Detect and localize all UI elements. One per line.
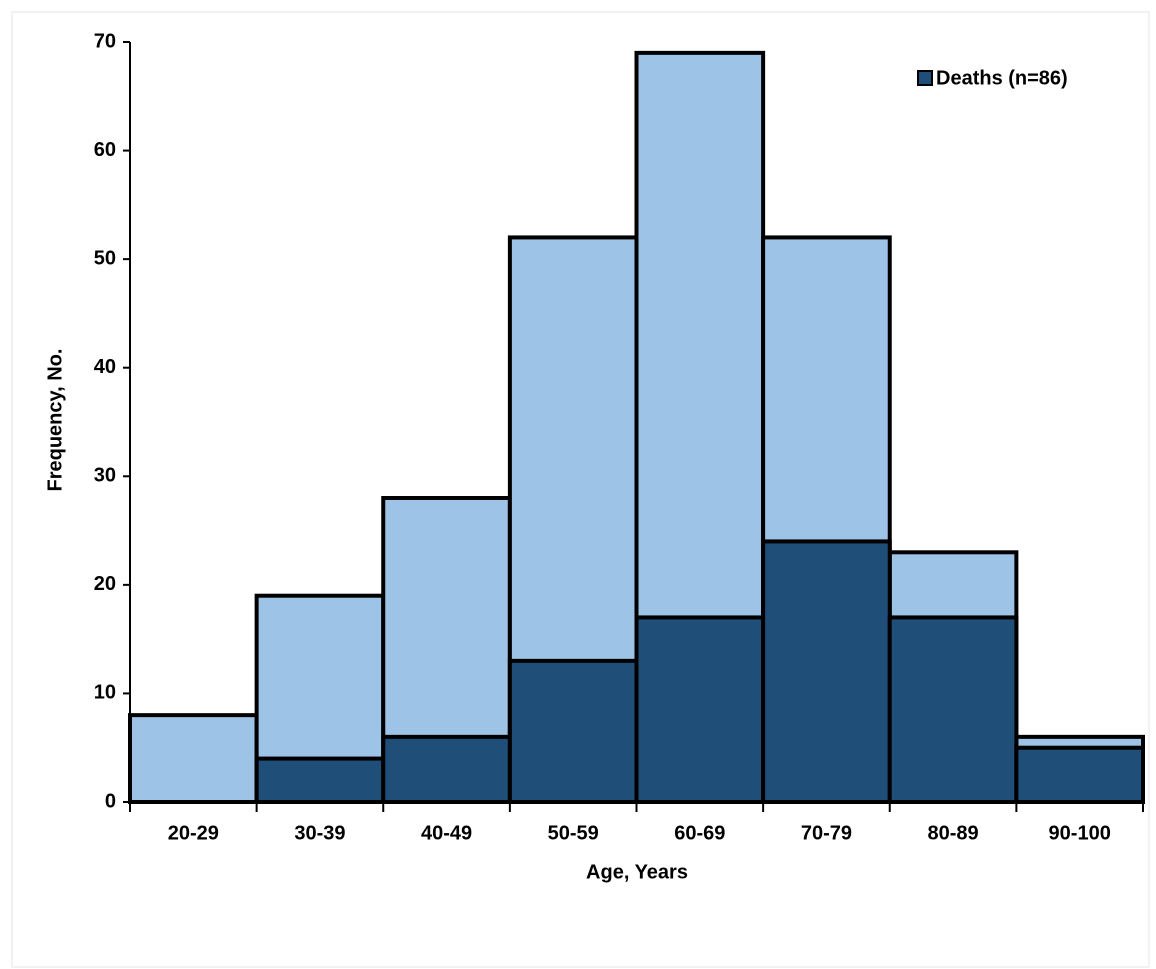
y-tick-label: 50 <box>94 247 116 269</box>
bar <box>254 756 386 804</box>
x-tick-label: 80-89 <box>927 822 978 844</box>
bar <box>634 615 766 805</box>
bar <box>887 615 1019 805</box>
x-tick-label: 90-100 <box>1049 822 1111 844</box>
x-tick-label: 20-29 <box>168 822 219 844</box>
y-tick-label: 70 <box>94 30 116 52</box>
frame <box>11 11 1150 968</box>
x-axis-label: Age, Years <box>586 861 688 883</box>
y-tick-label: 60 <box>94 139 116 161</box>
bar <box>761 539 892 805</box>
bar <box>1014 745 1145 805</box>
x-tick-label: 50-59 <box>548 822 599 844</box>
bar <box>381 734 512 804</box>
x-tick-label: 30-39 <box>294 822 345 844</box>
y-tick-label: 20 <box>94 573 116 595</box>
x-tick-label: 70-79 <box>801 822 852 844</box>
y-axis-label: Frequency, No. <box>44 349 66 492</box>
legend-label: Deaths (n=86) <box>936 67 1068 89</box>
y-tick-label: 10 <box>94 682 116 704</box>
y-tick-label: 40 <box>94 356 116 378</box>
y-tick-label: 30 <box>94 465 116 487</box>
bar <box>507 658 639 804</box>
y-tick-label: 0 <box>105 790 116 812</box>
legend-swatch <box>917 70 933 86</box>
x-tick-label: 60-69 <box>674 822 725 844</box>
bar <box>128 713 259 805</box>
x-tick-label: 40-49 <box>421 822 472 844</box>
